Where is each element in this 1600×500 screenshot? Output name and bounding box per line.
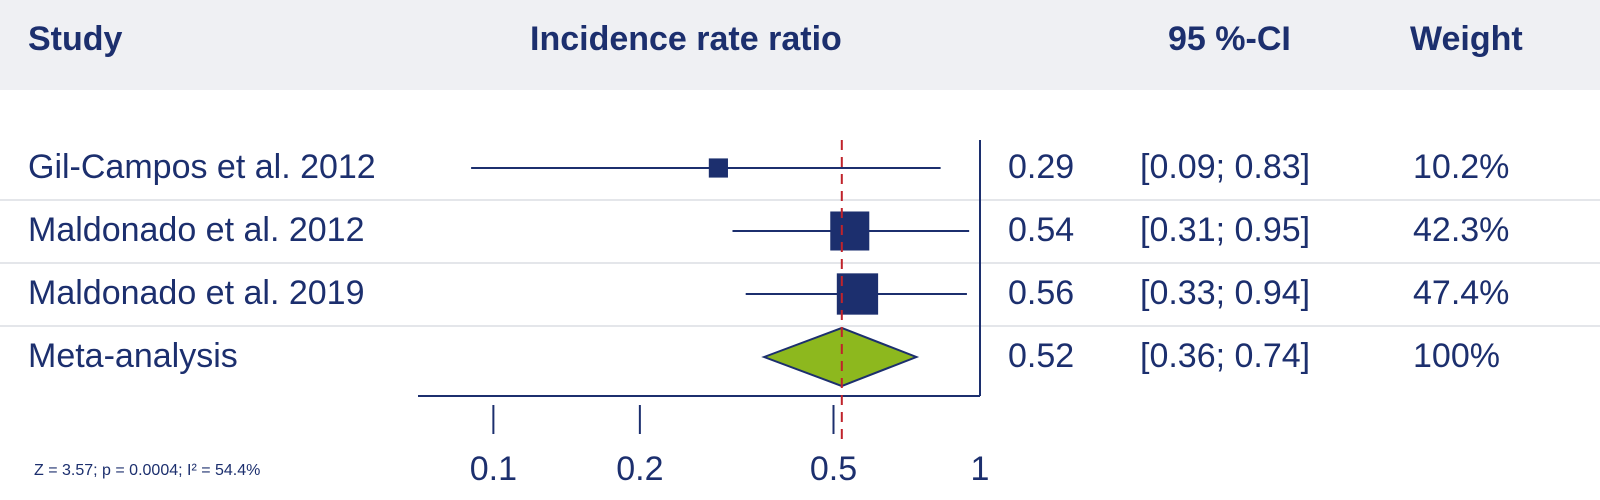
ci-value: [0.31; 0.95] [1140, 211, 1311, 249]
column-header-ci: 95 %-CI [1168, 20, 1291, 58]
weight-value: 10.2% [1413, 148, 1510, 186]
x-tick-label: 0.1 [470, 450, 517, 488]
row-divider [0, 262, 1600, 264]
weight-value: 47.4% [1413, 274, 1510, 312]
heterogeneity-footnote: Z = 3.57; p = 0.0004; I² = 54.4% [34, 462, 261, 479]
study-point [708, 158, 728, 178]
study-label: Maldonado et al. 2012 [28, 211, 365, 249]
column-header-weight: Weight [1410, 20, 1523, 58]
estimate-value: 0.54 [1008, 211, 1075, 249]
weight-value: 42.3% [1413, 211, 1510, 249]
x-tick-label: 0.5 [810, 450, 857, 488]
weight-value: 100% [1413, 337, 1500, 375]
study-point [830, 211, 870, 251]
x-tick-label: 1 [971, 450, 990, 488]
summary-diamond [761, 326, 920, 388]
ci-value: [0.09; 0.83] [1140, 148, 1311, 186]
column-header-incidence-rate-ratio: Incidence rate ratio [530, 20, 842, 58]
row-divider [0, 199, 1600, 201]
estimate-value: 0.29 [1008, 148, 1075, 186]
table-header: Study Incidence rate ratio 95 %-CI Weigh… [0, 0, 1600, 90]
row-divider [0, 325, 1600, 327]
study-point [836, 273, 879, 315]
estimate-value: 0.52 [1008, 337, 1075, 375]
study-label: Gil-Campos et al. 2012 [28, 148, 376, 186]
x-tick-label: 0.2 [616, 450, 663, 488]
column-header-study: Study [28, 20, 123, 58]
estimate-value: 0.56 [1008, 274, 1075, 312]
ci-value: [0.33; 0.94] [1140, 274, 1311, 312]
study-label: Maldonado et al. 2019 [28, 274, 365, 312]
study-label: Meta-analysis [28, 337, 238, 375]
ci-value: [0.36; 0.74] [1140, 337, 1311, 375]
